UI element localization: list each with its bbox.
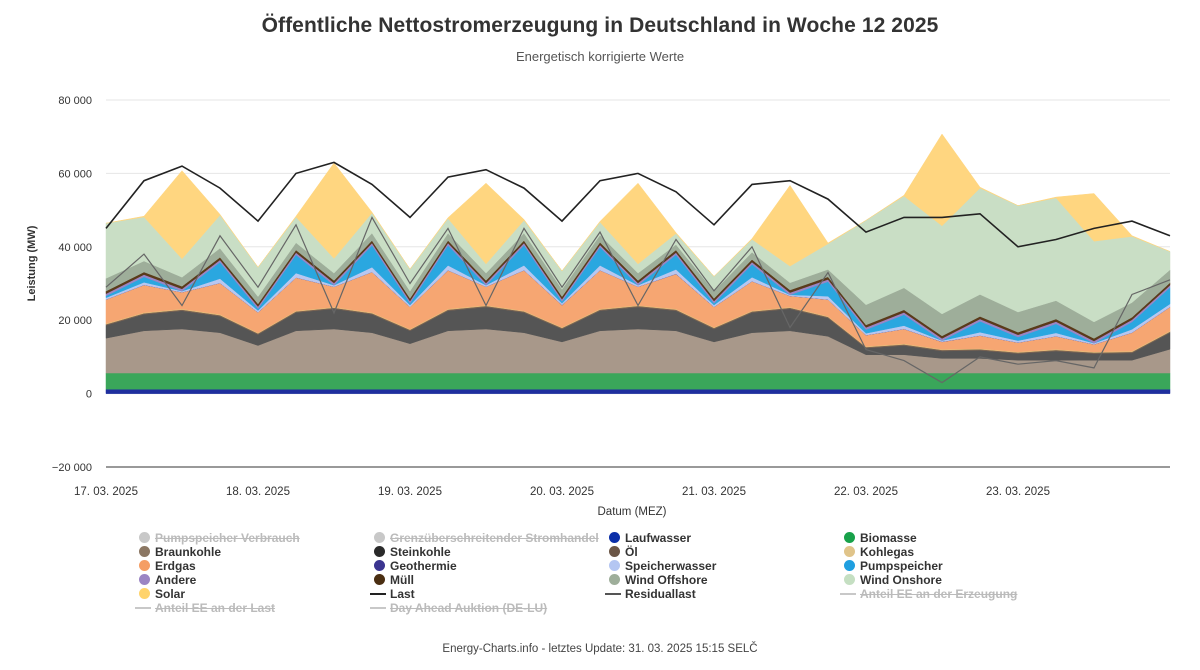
y-tick-label: 80 000 <box>58 95 92 107</box>
chart-legend: Pumpspeicher Verbrauch Grenzüberschreiten… <box>0 531 1200 616</box>
area-laufwasser <box>105 388 1171 394</box>
legend-dot-icon <box>844 532 855 543</box>
legend-label: Steinkohle <box>390 544 451 559</box>
legend-item[interactable]: Anteil EE an der Erzeugung <box>840 586 1018 601</box>
legend-label: Wind Offshore <box>625 572 708 587</box>
legend-dot-icon <box>139 573 150 585</box>
x-tick-label: 17. 03. 2025 <box>74 486 138 498</box>
legend-item[interactable]: Grenzüberschreitender Stromhandel <box>374 531 599 545</box>
legend-line-icon <box>370 592 386 595</box>
chart-title: Öffentliche Nettostromerzeugung in Deuts… <box>261 14 939 37</box>
legend-item[interactable]: Solar <box>139 586 186 601</box>
legend-item[interactable]: Pumpspeicher <box>844 558 943 573</box>
area-solar <box>105 133 1171 277</box>
legend-label: Grenzüberschreitender Stromhandel <box>390 531 599 545</box>
legend-label: Braunkohle <box>155 544 222 559</box>
x-tick-label: 23. 03. 2025 <box>986 486 1050 498</box>
legend-label: Speicherwasser <box>625 558 717 573</box>
legend-dot-icon <box>374 573 385 585</box>
legend-line-icon <box>135 606 151 609</box>
legend-item[interactable]: Speicherwasser <box>609 558 717 573</box>
x-tick-label: 21. 03. 2025 <box>682 486 746 498</box>
legend-item[interactable]: Pumpspeicher Verbrauch <box>139 531 300 545</box>
legend-dot-icon <box>374 545 385 557</box>
chart-series-areas <box>105 133 1171 394</box>
legend-item[interactable]: Braunkohle <box>139 544 222 559</box>
legend-item[interactable]: Last <box>370 586 415 601</box>
x-tick-label: 22. 03. 2025 <box>834 486 898 498</box>
y-tick-label: 60 000 <box>58 168 92 180</box>
legend-item[interactable]: Geothermie <box>374 558 457 573</box>
legend-dot-icon <box>844 559 855 571</box>
legend-item[interactable]: Müll <box>374 572 414 587</box>
area-biomasse <box>105 372 1171 390</box>
legend-dot-icon <box>374 559 385 571</box>
y-tick-label: 20 000 <box>58 315 92 327</box>
legend-dot-icon <box>844 545 855 557</box>
legend-item[interactable]: Öl <box>609 544 638 559</box>
legend-dot-icon <box>609 573 620 585</box>
legend-line-icon <box>370 606 386 609</box>
chart-subtitle: Energetisch korrigierte Werte <box>515 49 685 64</box>
legend-item[interactable]: Andere <box>139 572 197 587</box>
legend-label: Pumpspeicher Verbrauch <box>155 531 300 545</box>
legend-label: Laufwasser <box>625 531 692 545</box>
chart-series-lines <box>105 161 1171 384</box>
footer-credit: Energy-Charts.info - letztes Update: 31.… <box>442 643 758 655</box>
line-residuallast <box>105 216 1171 384</box>
y-axis-title: Leistung (MW) <box>26 225 38 301</box>
legend-label: Erdgas <box>155 558 196 573</box>
legend-item[interactable]: Biomasse <box>844 531 917 545</box>
x-axis-title: Datum (MEZ) <box>598 506 667 518</box>
legend-label: Anteil EE an der Last <box>155 600 276 615</box>
legend-label: Biomasse <box>860 531 917 545</box>
legend-item[interactable]: Erdgas <box>139 558 196 573</box>
legend-dot-icon <box>374 532 385 543</box>
legend-label: Kohlegas <box>860 544 915 559</box>
y-tick-label: 40 000 <box>58 242 92 254</box>
legend-dot-icon <box>609 545 620 557</box>
legend-label: Wind Onshore <box>860 572 942 587</box>
legend-dot-icon <box>139 532 150 543</box>
legend-dot-icon <box>139 545 150 557</box>
legend-item[interactable]: Residuallast <box>605 586 696 601</box>
y-tick-label: −20 000 <box>52 462 92 474</box>
legend-label: Last <box>390 586 415 601</box>
legend-line-icon <box>840 592 856 595</box>
x-axis: 17. 03. 2025 18. 03. 2025 19. 03. 2025 20. … <box>74 486 1050 498</box>
legend-label: Pumpspeicher <box>860 558 943 573</box>
x-tick-label: 20. 03. 2025 <box>530 486 594 498</box>
legend-item[interactable]: Steinkohle <box>374 544 451 559</box>
line-last <box>105 161 1171 248</box>
legend-dot-icon <box>609 532 620 543</box>
legend-item[interactable]: Kohlegas <box>844 544 915 559</box>
legend-dot-icon <box>139 587 150 599</box>
legend-line-icon <box>605 592 621 595</box>
legend-label: Residuallast <box>625 586 696 601</box>
legend-label: Day Ahead Auktion (DE-LU) <box>390 600 548 615</box>
legend-item[interactable]: Anteil EE an der Last <box>135 600 276 615</box>
legend-item[interactable]: Laufwasser <box>609 531 692 545</box>
y-tick-label: 0 <box>86 389 92 401</box>
x-tick-label: 19. 03. 2025 <box>378 486 442 498</box>
legend-label: Müll <box>390 572 414 587</box>
legend-dot-icon <box>139 559 150 571</box>
legend-dot-icon <box>844 573 855 585</box>
legend-item[interactable]: Day Ahead Auktion (DE-LU) <box>370 600 548 615</box>
legend-label: Anteil EE an der Erzeugung <box>860 586 1018 601</box>
x-tick-label: 18. 03. 2025 <box>226 486 290 498</box>
legend-label: Solar <box>155 586 186 601</box>
y-axis: −20 000 0 20 000 40 000 60 000 80 000 <box>52 95 92 474</box>
legend-item[interactable]: Wind Offshore <box>609 572 708 587</box>
legend-dot-icon <box>609 559 620 571</box>
legend-label: Andere <box>155 572 197 587</box>
legend-label: Öl <box>625 544 638 559</box>
legend-label: Geothermie <box>390 558 457 573</box>
legend-item[interactable]: Wind Onshore <box>844 572 942 587</box>
